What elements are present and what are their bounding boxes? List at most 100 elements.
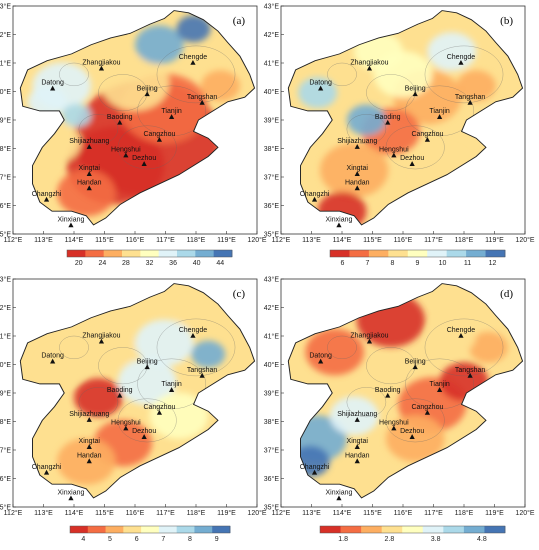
city-marker — [354, 171, 360, 176]
city-marker — [68, 222, 74, 228]
city-marker — [156, 136, 162, 142]
lat-tick-label: 38°E — [0, 145, 11, 153]
contour-line — [117, 398, 177, 443]
colorbar-frame — [69, 525, 231, 534]
city-label: Hengshui — [379, 147, 409, 154]
city-label: Chengde — [179, 54, 208, 61]
city-label: Changzhi — [300, 191, 330, 198]
city-marker — [354, 185, 360, 191]
colorbar-tick-label: 9 — [215, 536, 219, 543]
panel-d: 112°E 113°E 114°E 115°E 116°E 117°E 118°E 119°E… — [264, 276, 535, 544]
colorbar-tick-label: 36 — [169, 260, 177, 267]
colorbar-swatch — [70, 526, 89, 533]
lon-tick-label: 113°E — [302, 509, 321, 517]
city-label: Beijing — [405, 358, 426, 365]
lat-tick-label: 41°E — [0, 60, 11, 68]
city-marker — [318, 358, 324, 364]
city-marker — [366, 65, 373, 71]
colorbar-tick-label: 8 — [188, 536, 192, 543]
colorbar-swatch — [320, 526, 341, 533]
city-label: Changzhi — [32, 191, 62, 198]
contour-blob — [305, 328, 364, 376]
contour-blob — [427, 32, 477, 71]
lat-tick-label: 38°E — [0, 418, 11, 426]
city-marker — [117, 119, 123, 125]
city-label: Handan — [345, 179, 370, 186]
lon-tick-label: 112°E — [272, 509, 291, 517]
city-marker — [144, 91, 150, 97]
lon-tick-label: 120°E — [247, 236, 266, 244]
colorbar-tick-label: 12 — [489, 260, 497, 267]
lat-tick-label: 43°E — [0, 3, 11, 11]
colorbar-swatch — [87, 526, 106, 533]
city-marker — [156, 409, 162, 415]
city-marker — [467, 372, 473, 378]
lat-tick-label: 40°E — [264, 361, 280, 369]
colorbar-swatch — [466, 250, 486, 257]
city-marker — [311, 469, 318, 475]
colorbar-swatch — [123, 526, 142, 533]
contour-blob — [74, 378, 123, 417]
city-label: Handan — [77, 452, 102, 459]
lon-tick-label: 119°E — [217, 236, 236, 244]
colorbar-swatch — [105, 526, 124, 533]
colorbar-tick-label: 9 — [416, 260, 420, 267]
lon-tick-label: 118°E — [187, 236, 206, 244]
lon-tick-label: 118°E — [455, 509, 474, 517]
lat-tick-label: 35°E — [264, 231, 280, 239]
colorbar-swatch — [330, 250, 350, 257]
contour-blob — [346, 104, 386, 136]
city-label: Tangshan — [455, 367, 485, 374]
colorbar-swatch — [213, 250, 233, 257]
contour-blob — [61, 103, 92, 128]
colorbar-swatch — [177, 250, 196, 257]
city-marker — [86, 144, 92, 149]
city-label: Tianjin — [161, 381, 181, 388]
lon-tick-label: 119°E — [217, 509, 236, 517]
contour-blob — [427, 316, 477, 356]
city-marker — [336, 222, 342, 228]
colorbar-swatch — [85, 250, 105, 257]
lon-tick-label: 115°E — [95, 236, 114, 244]
city-marker — [409, 161, 415, 166]
colorbar-swatch — [67, 250, 86, 257]
city-marker — [123, 152, 129, 158]
lon-tick-label: 119°E — [485, 509, 504, 517]
city-label: Xinxiang — [58, 216, 85, 223]
city-label: Cangzhou — [411, 131, 443, 138]
lat-tick-label: 39°E — [0, 117, 11, 125]
city-marker — [391, 152, 397, 158]
city-marker — [50, 358, 56, 364]
city-marker — [86, 417, 92, 422]
colorbar-swatch — [484, 526, 506, 533]
city-label: Hengshui — [111, 420, 141, 427]
contour-line — [424, 45, 504, 104]
colorbar-swatch — [463, 526, 485, 533]
colorbar-tick-label: 24 — [98, 260, 106, 267]
contour-blob — [56, 438, 116, 485]
lon-tick-label: 113°E — [302, 236, 321, 244]
city-marker — [437, 114, 443, 119]
lon-tick-label: 116°E — [394, 236, 413, 244]
lat-tick-label: 42°E — [264, 31, 280, 39]
lon-tick-label: 117°E — [156, 236, 175, 244]
panel-label: (a) — [233, 15, 246, 27]
lat-tick-label: 42°E — [0, 304, 11, 312]
city-label: Zhangjiakou — [82, 333, 120, 340]
city-marker — [190, 333, 196, 338]
colorbar-tick-label: 2.8 — [385, 536, 395, 543]
city-label: Cangzhou — [143, 404, 175, 411]
contour-line — [78, 387, 119, 418]
lon-tick-label: 113°E — [34, 509, 53, 517]
city-label: Zhangjiakou — [350, 60, 388, 67]
lat-tick-label: 41°E — [264, 333, 280, 341]
city-label: Xingtai — [79, 165, 101, 172]
contour-blob — [135, 319, 194, 367]
colorbar-swatch — [103, 250, 123, 257]
lon-tick-label: 117°E — [156, 509, 175, 517]
colorbar-tick-label: 6 — [135, 536, 139, 543]
lon-tick-label: 112°E — [272, 236, 291, 244]
city-label: Baoding — [375, 387, 401, 394]
lon-tick-label: 114°E — [65, 236, 84, 244]
